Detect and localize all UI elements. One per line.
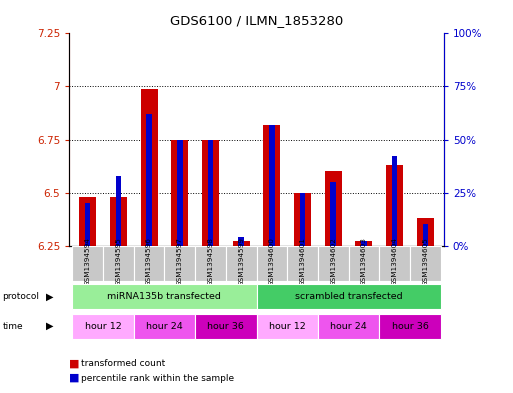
Bar (103, 246, 134, 281)
Text: GSM1394601: GSM1394601 (300, 237, 306, 286)
Bar (294, 193, 311, 246)
Bar (417, 218, 434, 246)
Bar (300, 193, 305, 246)
Bar (386, 165, 403, 246)
Text: ■: ■ (69, 358, 80, 369)
Text: time: time (3, 322, 23, 331)
Bar (256, 246, 287, 281)
Text: ▶: ▶ (46, 292, 53, 302)
Text: percentile rank within the sample: percentile rank within the sample (81, 374, 234, 382)
Bar (134, 246, 164, 281)
Text: ▶: ▶ (46, 321, 53, 331)
Bar (171, 140, 188, 246)
Bar (423, 224, 428, 246)
Bar (287, 246, 318, 281)
Bar (115, 176, 121, 246)
Text: hour 12: hour 12 (85, 322, 122, 331)
Text: hour 36: hour 36 (391, 322, 428, 331)
Bar (325, 171, 342, 246)
Bar (141, 88, 157, 246)
Bar (392, 156, 398, 246)
Text: protocol: protocol (3, 292, 40, 301)
Bar (318, 246, 349, 281)
Text: hour 24: hour 24 (330, 322, 367, 331)
Bar (256, 314, 318, 339)
Text: GSM1394596: GSM1394596 (146, 237, 152, 286)
Text: GSM1394594: GSM1394594 (85, 237, 91, 286)
Bar (146, 114, 152, 246)
Bar (233, 241, 250, 246)
Bar (72, 284, 256, 309)
Text: GSM1394595: GSM1394595 (115, 237, 122, 286)
Bar (195, 246, 226, 281)
Bar (356, 241, 372, 246)
Bar (134, 314, 195, 339)
Text: ■: ■ (69, 373, 80, 383)
Bar (330, 182, 336, 246)
Bar (164, 246, 195, 281)
Bar (110, 197, 127, 246)
Bar (202, 140, 219, 246)
Text: GDS6100 / ILMN_1853280: GDS6100 / ILMN_1853280 (170, 14, 343, 27)
Text: GSM1394600: GSM1394600 (269, 237, 275, 286)
Text: transformed count: transformed count (81, 359, 165, 368)
Bar (379, 246, 410, 281)
Bar (72, 314, 134, 339)
Text: hour 24: hour 24 (146, 322, 183, 331)
Bar (239, 237, 244, 246)
Bar (177, 140, 183, 246)
Bar (379, 314, 441, 339)
Text: GSM1394597: GSM1394597 (177, 237, 183, 286)
Bar (195, 314, 256, 339)
Bar (226, 246, 256, 281)
Text: GSM1394598: GSM1394598 (207, 237, 213, 286)
Bar (256, 284, 441, 309)
Bar (349, 246, 379, 281)
Text: hour 36: hour 36 (207, 322, 244, 331)
Bar (361, 241, 367, 246)
Bar (72, 246, 103, 281)
Text: GSM1394604: GSM1394604 (391, 237, 398, 286)
Text: GSM1394605: GSM1394605 (422, 237, 428, 286)
Bar (318, 314, 379, 339)
Bar (269, 125, 274, 246)
Text: hour 12: hour 12 (269, 322, 306, 331)
Text: GSM1394599: GSM1394599 (238, 237, 244, 286)
Text: GSM1394602: GSM1394602 (330, 237, 336, 286)
Bar (208, 140, 213, 246)
Bar (263, 125, 280, 246)
Bar (410, 246, 441, 281)
Bar (79, 197, 96, 246)
Text: scrambled transfected: scrambled transfected (295, 292, 402, 301)
Bar (85, 203, 90, 246)
Text: miRNA135b transfected: miRNA135b transfected (108, 292, 221, 301)
Text: GSM1394603: GSM1394603 (361, 237, 367, 286)
